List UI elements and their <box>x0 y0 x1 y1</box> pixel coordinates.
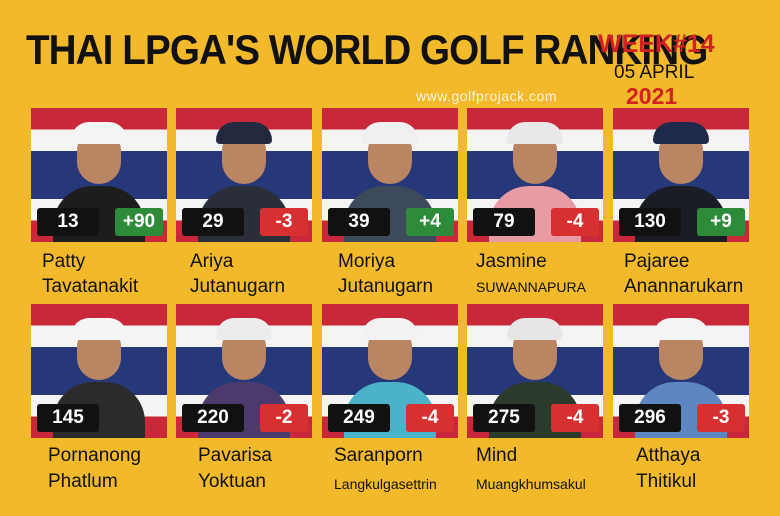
rank-box: 79 <box>473 208 535 236</box>
player-first-name: Saranporn <box>334 445 423 466</box>
rank-box: 130 <box>619 208 681 236</box>
rank-change-badge: -4 <box>551 404 599 432</box>
player-card: 39 +4 <box>322 108 458 242</box>
player-last-name: Jutanugarn <box>338 276 434 297</box>
player-last-name: Thitikul <box>636 471 697 492</box>
rank-change-badge: +9 <box>697 208 745 236</box>
rank-change-badge: -3 <box>260 208 308 236</box>
rank-box: 220 <box>182 404 244 432</box>
player-first-name: Mind <box>476 445 518 466</box>
player-first-name: Moriya <box>338 251 396 272</box>
player-last-name: Muangkhumsakul <box>476 476 586 492</box>
player-first-name: Pajaree <box>624 251 690 272</box>
rank-box: 145 <box>37 404 99 432</box>
rank-change-badge: +4 <box>406 208 454 236</box>
week-label: WEEK#14 <box>598 30 715 58</box>
rank-box: 249 <box>328 404 390 432</box>
player-last-name: Tavatanakit <box>42 276 139 297</box>
rank-box: 29 <box>182 208 244 236</box>
player-last-name: Jutanugarn <box>190 276 286 297</box>
rank-box: 296 <box>619 404 681 432</box>
player-first-name: Patty <box>42 251 86 272</box>
player-card: 79 -4 <box>467 108 603 242</box>
year-label: 2021 <box>626 83 678 109</box>
player-first-name: Pornanong <box>48 445 141 466</box>
rank-change-badge: -4 <box>551 208 599 236</box>
player-card: 249 -4 <box>322 304 458 438</box>
player-last-name: SUWANNAPURA <box>476 279 586 295</box>
player-last-name: Langkulgasettrin <box>334 476 437 492</box>
rank-box: 39 <box>328 208 390 236</box>
player-card: 130 +9 <box>613 108 749 242</box>
rank-change-badge: -4 <box>406 404 454 432</box>
rank-box: 275 <box>473 404 535 432</box>
player-card: 145 <box>31 304 167 438</box>
player-first-name: Jasmine <box>476 251 547 272</box>
website-watermark: www.golfprojack.com <box>416 88 557 104</box>
player-last-name: Yoktuan <box>198 471 266 492</box>
player-first-name: Atthaya <box>636 445 701 466</box>
rank-box: 13 <box>37 208 99 236</box>
date-label: 05 APRIL <box>614 62 695 83</box>
player-card: 220 -2 <box>176 304 312 438</box>
player-last-name: Anannarukarn <box>624 276 744 297</box>
player-card: 13 +90 <box>31 108 167 242</box>
player-card: 29 -3 <box>176 108 312 242</box>
player-card: 275 -4 <box>467 304 603 438</box>
player-card: 296 -3 <box>613 304 749 438</box>
player-first-name: Pavarisa <box>198 445 272 466</box>
player-last-name: Phatlum <box>48 471 118 492</box>
rank-change-badge: -3 <box>697 404 745 432</box>
rank-change-badge: -2 <box>260 404 308 432</box>
player-first-name: Ariya <box>190 251 234 272</box>
rank-change-badge: +90 <box>115 208 163 236</box>
page-title: THAI LPGA'S WORLD GOLF RANKING <box>26 26 708 73</box>
